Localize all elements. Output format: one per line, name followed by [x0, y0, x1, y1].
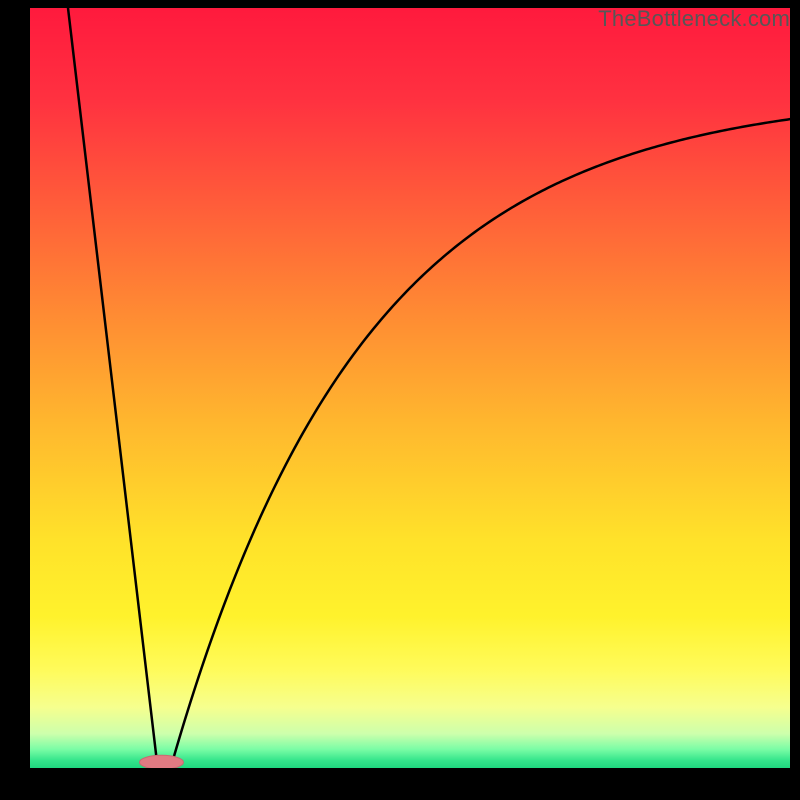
figure-root: TheBottleneck.com — [0, 0, 800, 800]
plot-svg — [30, 8, 790, 768]
plot-area — [30, 8, 790, 768]
watermark-text: TheBottleneck.com — [598, 6, 790, 32]
min-marker — [139, 755, 183, 768]
